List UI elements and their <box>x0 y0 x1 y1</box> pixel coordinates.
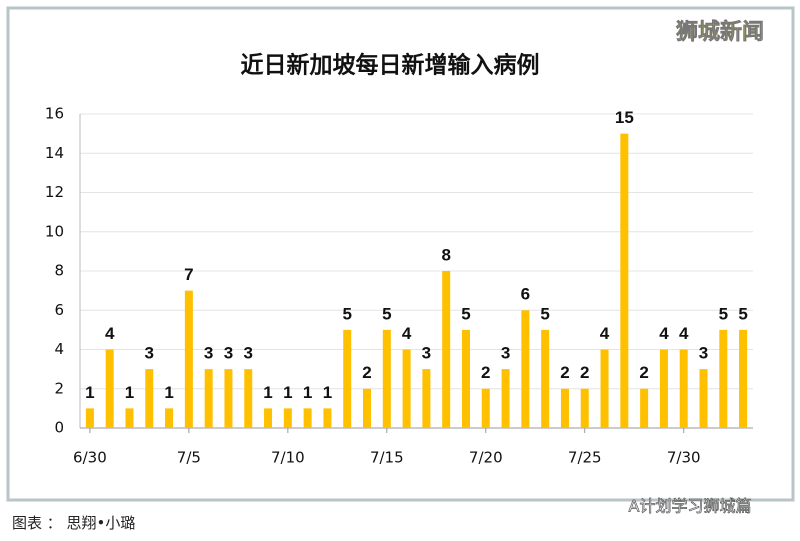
value-label: 3 <box>145 344 154 363</box>
bar <box>501 369 510 428</box>
bar <box>283 408 292 428</box>
y-tick-label: 2 <box>54 379 64 397</box>
bar <box>442 271 451 428</box>
value-label: 3 <box>501 344 510 363</box>
value-label: 4 <box>679 324 689 343</box>
bar <box>85 408 94 428</box>
value-label: 1 <box>283 383 292 402</box>
bar <box>699 369 708 428</box>
y-tick-label: 16 <box>45 105 64 123</box>
bar <box>145 369 154 428</box>
value-label: 3 <box>422 344 431 363</box>
bar <box>165 408 174 428</box>
chart-frame <box>6 6 795 502</box>
y-tick-label: 4 <box>54 340 64 358</box>
bar <box>382 329 391 428</box>
bar <box>105 349 114 428</box>
bar <box>640 388 649 428</box>
value-label: 2 <box>560 363 569 382</box>
value-label: 1 <box>323 383 332 402</box>
bar <box>620 133 629 428</box>
bar <box>580 388 589 428</box>
value-label: 5 <box>738 304 747 323</box>
footer-credit: 图表 ： 思翔•小璐 <box>12 514 135 532</box>
value-label: 1 <box>303 383 312 402</box>
x-tick-label: 7/15 <box>370 449 404 467</box>
value-label: 8 <box>441 245 450 264</box>
value-label: 5 <box>342 304 351 323</box>
value-label: 5 <box>540 304 549 323</box>
bar <box>541 329 550 428</box>
bar <box>343 329 352 428</box>
value-label: 2 <box>481 363 490 382</box>
value-label: 4 <box>105 324 115 343</box>
bar <box>323 408 332 428</box>
x-tick-label: 7/5 <box>177 449 201 467</box>
bar <box>204 369 213 428</box>
value-label: 1 <box>263 383 272 402</box>
value-label: 2 <box>362 363 371 382</box>
value-label: 3 <box>224 344 233 363</box>
y-tick-label: 6 <box>54 301 64 319</box>
chart-title: 近日新加坡每日新增输入病例 <box>241 52 540 79</box>
y-tick-label: 10 <box>45 222 64 240</box>
value-label: 2 <box>639 363 648 382</box>
bar <box>125 408 134 428</box>
source-tag: A计划学习狮城篇 <box>629 497 752 516</box>
value-label: 6 <box>521 285 530 304</box>
value-label: 5 <box>719 304 728 323</box>
y-tick-label: 0 <box>54 419 64 437</box>
bar <box>184 290 193 428</box>
value-label: 4 <box>659 324 669 343</box>
value-label: 3 <box>244 344 253 363</box>
value-label: 2 <box>580 363 589 382</box>
value-label: 1 <box>85 383 94 402</box>
bar <box>402 349 411 428</box>
bar <box>422 369 431 428</box>
value-label: 1 <box>125 383 134 402</box>
bar <box>481 388 490 428</box>
x-tick-label: 6/30 <box>73 449 107 467</box>
x-tick-label: 7/30 <box>667 449 701 467</box>
x-tick-label: 7/20 <box>469 449 503 467</box>
x-tick-label: 7/25 <box>568 449 602 467</box>
watermark: 狮城新闻 <box>676 19 764 45</box>
value-label: 5 <box>382 304 391 323</box>
bar <box>264 408 273 428</box>
bar <box>739 329 748 428</box>
bar <box>600 349 609 428</box>
y-tick-label: 8 <box>54 262 64 280</box>
value-label: 1 <box>164 383 173 402</box>
bar <box>303 408 312 428</box>
value-label: 7 <box>184 265 193 284</box>
bar <box>461 329 470 428</box>
value-label: 5 <box>461 304 470 323</box>
value-label: 4 <box>600 324 610 343</box>
value-label: 3 <box>204 344 213 363</box>
y-tick-label: 14 <box>45 144 64 162</box>
x-tick-label: 7/10 <box>271 449 305 467</box>
bar <box>719 329 728 428</box>
bar <box>659 349 668 428</box>
bar <box>521 310 530 428</box>
bar <box>679 349 688 428</box>
bar <box>224 369 233 428</box>
value-label: 15 <box>615 108 634 127</box>
y-tick-label: 12 <box>45 183 64 201</box>
value-label: 3 <box>699 344 708 363</box>
bar <box>560 388 569 428</box>
bar <box>363 388 372 428</box>
value-label: 4 <box>402 324 412 343</box>
bar <box>244 369 253 428</box>
